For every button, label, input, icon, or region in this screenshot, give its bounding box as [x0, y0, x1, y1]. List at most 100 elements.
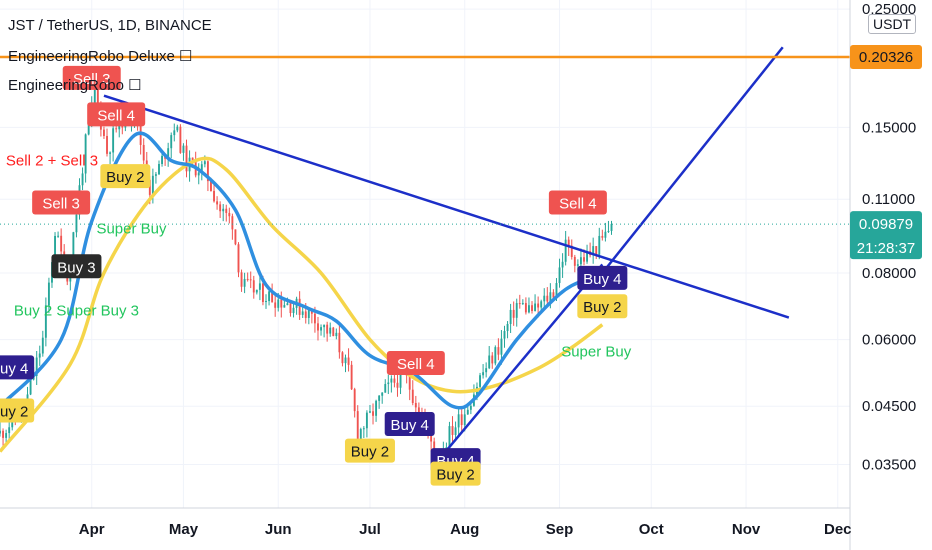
candle-body — [414, 402, 417, 408]
candle-body — [524, 303, 527, 313]
candle-body — [491, 355, 494, 364]
candle-body — [335, 332, 338, 337]
signal-badge — [51, 254, 102, 279]
candle-body — [301, 311, 304, 315]
candle-body — [515, 303, 518, 318]
candle-body — [41, 337, 44, 354]
candle-body — [225, 208, 228, 213]
signal-label: Buy 2 — [583, 299, 621, 316]
price-tick-label: 0.25000 — [862, 1, 916, 18]
candle-body — [103, 129, 105, 136]
moving-averages — [0, 131, 606, 453]
candle-body — [106, 135, 108, 154]
candle-body — [66, 275, 69, 282]
price-tick-label: 0.04500 — [862, 398, 916, 415]
candle-body — [320, 327, 322, 331]
time-tick-label: Dec — [824, 521, 852, 538]
candle-body — [84, 134, 87, 174]
candle-body — [176, 126, 179, 131]
candle-body — [170, 135, 173, 149]
candle-body — [154, 174, 157, 176]
candle-body — [359, 429, 362, 442]
candle-body — [210, 181, 212, 191]
candle-body — [503, 331, 506, 339]
candle-body — [332, 327, 335, 337]
indicator-deluxe-label[interactable]: EngineeringRobo Deluxe ☐ — [8, 48, 193, 65]
candle-body — [81, 173, 84, 186]
candle-body — [203, 161, 206, 165]
candle-body — [280, 299, 283, 308]
signal-badge — [0, 355, 35, 380]
signal-label: Sell 4 — [397, 356, 435, 373]
candle-body — [543, 295, 546, 302]
candle-body — [445, 447, 448, 449]
signal-label: Sell 3 — [73, 71, 111, 88]
candle-body — [167, 148, 170, 159]
candle-body — [206, 161, 209, 182]
candle-body — [329, 327, 332, 334]
signal-label: Buy 2 — [351, 444, 389, 461]
candle-body — [497, 347, 500, 355]
candle-body — [148, 179, 151, 195]
candle-body — [216, 201, 219, 205]
candle-body — [595, 246, 598, 255]
grid — [0, 0, 850, 508]
signal-badge — [344, 438, 395, 463]
price-tick-label: 0.06000 — [862, 332, 916, 349]
candle-body — [228, 212, 231, 217]
candle-body — [506, 323, 509, 332]
candle-body — [411, 389, 414, 403]
candle-body — [598, 235, 601, 255]
candle-body — [307, 309, 310, 318]
candle-body — [286, 303, 289, 306]
candle-body — [243, 278, 246, 287]
signal-label: Buy 4 — [391, 417, 429, 434]
candle-body — [396, 382, 399, 388]
candle-body — [518, 303, 521, 305]
signal-label: Super Buy — [96, 220, 167, 237]
candle-body — [191, 157, 194, 162]
candle-body — [558, 267, 561, 284]
time-tick-label: Jun — [265, 521, 292, 538]
signal-label: Buy 3 — [57, 259, 95, 276]
candle-body — [258, 283, 261, 290]
candle-body — [466, 409, 469, 415]
candle-body — [607, 230, 610, 232]
candle-body — [344, 357, 347, 364]
resistance-price-label: 0.20326 — [859, 49, 913, 66]
candle-body — [265, 301, 267, 303]
candle-body — [451, 426, 454, 435]
ma-slow-line — [0, 156, 604, 453]
signal-label: Sell 2 + Sell 3 — [6, 153, 98, 170]
currency-unit-button[interactable]: USDT — [868, 14, 917, 34]
candle-body — [8, 427, 11, 434]
candle-body — [387, 382, 390, 385]
candle-body — [570, 245, 573, 257]
candle-body — [549, 292, 552, 302]
candle-body — [179, 126, 182, 153]
candle-body — [393, 378, 396, 383]
candle-body — [323, 324, 326, 328]
price-tick-label: 0.08000 — [862, 265, 916, 282]
candle-body — [350, 364, 353, 390]
chart-title: JST / TetherUS, 1D, BINANCE — [8, 17, 212, 34]
candle-body — [298, 298, 301, 315]
candle-body — [44, 305, 47, 338]
candle-body — [185, 145, 188, 172]
candle-body — [213, 190, 215, 202]
candle-body — [283, 305, 286, 308]
candle-body — [75, 214, 78, 233]
candle-body — [338, 332, 341, 353]
signal-badge — [384, 411, 435, 436]
candle-body — [252, 280, 255, 293]
time-tick-label: Jul — [359, 521, 381, 538]
indicator-label[interactable]: EngineeringRobo ☐ — [8, 77, 142, 94]
candle-body — [289, 303, 292, 314]
signal-label: Sell 4 — [97, 107, 135, 124]
time-tick-label: Oct — [639, 521, 664, 538]
candle-body — [47, 282, 50, 306]
candle-body — [362, 428, 365, 430]
signal-badge — [577, 265, 628, 290]
